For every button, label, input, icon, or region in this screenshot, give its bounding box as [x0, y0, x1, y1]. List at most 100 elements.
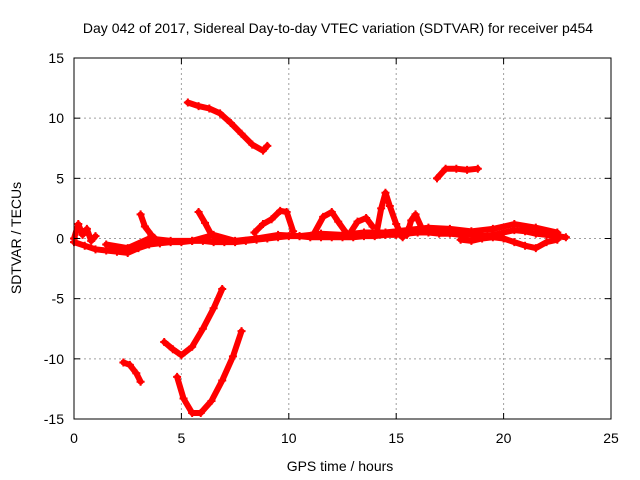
- data-point: [207, 230, 216, 239]
- data-point: [173, 372, 182, 381]
- data-point: [259, 146, 268, 155]
- series-arc-lower-left: [119, 358, 145, 386]
- axis-ticks: 0 5 10 15 20 25 -15 -10 -5 0 5 10 15: [44, 50, 619, 446]
- y-tick-label: 10: [48, 110, 64, 126]
- data-point: [467, 236, 476, 245]
- data-point: [160, 337, 169, 346]
- data-point: [74, 220, 83, 229]
- data-point: [119, 358, 128, 367]
- series-line: [311, 209, 350, 237]
- data-point: [188, 236, 197, 245]
- data-point: [381, 228, 390, 237]
- series-spike-6: [194, 208, 225, 245]
- data-point: [372, 227, 381, 236]
- data-point: [102, 240, 111, 249]
- series-line: [103, 221, 561, 252]
- data-point: [392, 220, 401, 229]
- data-point: [411, 210, 420, 219]
- series-line: [137, 211, 161, 244]
- series-line: [184, 99, 271, 154]
- y-tick-label: -10: [44, 351, 64, 367]
- data-point: [82, 224, 91, 233]
- data-point: [205, 104, 214, 113]
- y-tick-label: 15: [48, 50, 64, 66]
- series-arc-right: [433, 164, 482, 183]
- data-point: [327, 208, 336, 217]
- data-point: [553, 235, 562, 244]
- data-point: [542, 238, 551, 247]
- series-line: [120, 359, 144, 385]
- data-point: [510, 238, 519, 247]
- data-point: [274, 230, 283, 239]
- data-point: [188, 408, 197, 417]
- data-point: [359, 228, 368, 237]
- data-point: [263, 141, 272, 150]
- x-tick-label: 5: [178, 430, 186, 446]
- data-point: [353, 217, 362, 226]
- series-line: [174, 328, 245, 416]
- series-arc-lower-mid: [160, 285, 227, 360]
- data-point: [237, 327, 246, 336]
- data-point: [228, 352, 237, 361]
- data-point: [478, 234, 487, 243]
- data-point: [87, 236, 96, 245]
- data-point: [452, 164, 461, 173]
- series-spike-12: [310, 208, 351, 238]
- y-tick-label: -5: [52, 291, 65, 307]
- data-point: [510, 220, 519, 229]
- data-point: [295, 232, 304, 241]
- data-point: [132, 369, 141, 378]
- data-point: [407, 216, 416, 225]
- data-point: [381, 188, 390, 197]
- y-tick-label: 0: [56, 231, 64, 247]
- data-point: [123, 244, 132, 253]
- data-point: [218, 376, 227, 385]
- data-point: [441, 164, 450, 173]
- series-arc-top: [183, 98, 272, 155]
- x-tick-label: 10: [281, 430, 297, 446]
- data-point: [248, 140, 257, 149]
- plot-area: [70, 98, 570, 417]
- data-point: [456, 235, 465, 244]
- data-point: [362, 214, 371, 223]
- data-point: [153, 236, 162, 245]
- data-point: [207, 396, 216, 405]
- x-tick-label: 20: [496, 430, 512, 446]
- data-point: [198, 324, 207, 333]
- series-line: [251, 207, 297, 236]
- series-arc-bottom: [173, 327, 246, 417]
- x-tick-label: 0: [70, 430, 78, 446]
- data-point: [319, 212, 328, 221]
- data-point: [136, 377, 145, 386]
- x-tick-label: 15: [388, 430, 404, 446]
- data-point: [473, 164, 482, 173]
- data-point: [78, 230, 87, 239]
- data-point: [237, 129, 246, 138]
- series-spike-16: [402, 210, 426, 239]
- series-spike-9: [250, 206, 298, 237]
- data-point: [179, 394, 188, 403]
- data-point: [216, 236, 225, 245]
- series-line: [403, 211, 425, 238]
- data-point: [218, 285, 227, 294]
- data-point: [488, 233, 497, 242]
- data-point: [216, 109, 225, 118]
- data-point: [317, 229, 326, 238]
- data-point: [402, 230, 411, 239]
- series-spike-3: [136, 210, 162, 245]
- data-point: [433, 174, 442, 183]
- data-point: [424, 223, 433, 232]
- data-point: [344, 230, 353, 239]
- data-point: [196, 408, 205, 417]
- series-start-burst: [70, 220, 100, 245]
- series-line: [195, 209, 224, 244]
- data-point: [91, 232, 100, 241]
- data-point: [226, 118, 235, 127]
- x-axis-label: GPS time / hours: [287, 458, 394, 474]
- data-point: [417, 224, 426, 233]
- series-line: [345, 215, 376, 238]
- data-point: [140, 222, 149, 231]
- data-point: [166, 236, 175, 245]
- data-point: [125, 360, 134, 369]
- data-point: [385, 202, 394, 211]
